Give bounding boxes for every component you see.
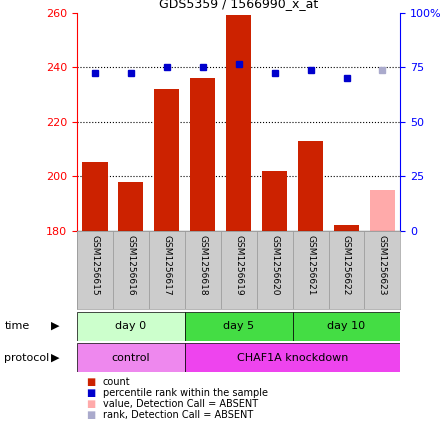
Text: GSM1256621: GSM1256621 (306, 235, 315, 296)
Bar (221, 231, 257, 309)
Bar (149, 231, 185, 309)
Bar (185, 231, 221, 309)
Bar (77, 231, 113, 309)
Text: ▶: ▶ (51, 353, 59, 363)
Bar (185, 312, 293, 341)
Text: GSM1256617: GSM1256617 (162, 235, 171, 296)
Bar (334, 225, 359, 231)
Text: GSM1256622: GSM1256622 (342, 235, 351, 296)
Text: CHAF1A knockdown: CHAF1A knockdown (237, 353, 348, 363)
Text: GSM1256616: GSM1256616 (126, 235, 136, 296)
Text: day 10: day 10 (327, 321, 366, 331)
Text: GSM1256620: GSM1256620 (270, 235, 279, 296)
Text: ■: ■ (86, 398, 95, 409)
Text: GSM1256619: GSM1256619 (234, 235, 243, 296)
Bar (298, 141, 323, 231)
Text: percentile rank within the sample: percentile rank within the sample (103, 387, 268, 398)
Text: ▶: ▶ (51, 321, 59, 331)
Title: GDS5359 / 1566990_x_at: GDS5359 / 1566990_x_at (159, 0, 318, 10)
Text: rank, Detection Call = ABSENT: rank, Detection Call = ABSENT (103, 409, 253, 420)
Bar (293, 312, 400, 341)
Bar (364, 231, 400, 309)
Text: GSM1256615: GSM1256615 (91, 235, 99, 296)
Bar (370, 190, 395, 231)
Text: control: control (112, 353, 150, 363)
Text: value, Detection Call = ABSENT: value, Detection Call = ABSENT (103, 398, 258, 409)
Bar (257, 231, 293, 309)
Text: ■: ■ (86, 409, 95, 420)
Text: count: count (103, 376, 130, 387)
Bar (77, 343, 185, 372)
Text: ■: ■ (86, 387, 95, 398)
Bar (329, 231, 364, 309)
Bar (82, 162, 107, 231)
Bar (77, 312, 185, 341)
Text: protocol: protocol (4, 353, 50, 363)
Bar (293, 231, 329, 309)
Text: day 5: day 5 (223, 321, 254, 331)
Bar (185, 343, 400, 372)
Bar (118, 181, 143, 231)
Text: day 0: day 0 (115, 321, 147, 331)
Bar (190, 78, 215, 231)
Text: GSM1256623: GSM1256623 (378, 235, 387, 296)
Text: ■: ■ (86, 376, 95, 387)
Text: time: time (4, 321, 29, 331)
Text: GSM1256618: GSM1256618 (198, 235, 207, 296)
Bar (154, 89, 180, 231)
Bar (113, 231, 149, 309)
Bar (226, 15, 251, 231)
Bar (262, 170, 287, 231)
